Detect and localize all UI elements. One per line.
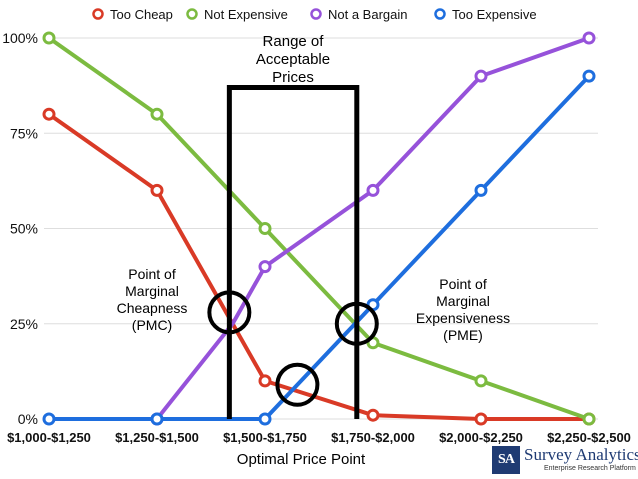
too-expensive-point [258,412,272,426]
x-tick-label: $2,000-$2,250 [439,430,523,445]
legend-marker-not-expensive [186,8,198,20]
too-cheap-point [366,408,380,422]
legend-marker-not-a-bargain [310,8,322,20]
range-box [226,85,360,419]
range-label-line: Range of [262,33,324,50]
range-box-label: Range of Acceptable Prices [228,33,358,87]
x-axis: $1,000-$1,250 $1,250-$1,500 $1,500-$1,750 $… [7,430,631,445]
not-expensive-point [474,374,488,388]
pmc-annotation-line: Marginal [125,283,179,299]
y-tick-label: 100% [2,30,38,46]
x-tick-label: $1,000-$1,250 [7,430,91,445]
range-label-line: Acceptable [255,51,331,68]
range-label-line: Prices [272,69,314,86]
pme-annotation-line: (PME) [443,327,483,343]
pmc-annotation-line: (PMC) [131,317,173,333]
y-axis: 0% 25% 50% 75% 100% [2,30,38,427]
legend-marker-too-expensive [434,8,446,20]
y-tick-label: 0% [18,411,38,427]
not-expensive-point [42,31,56,45]
logo-mark: SA [492,446,520,474]
x-tick-label: $1,250-$1,500 [115,430,199,445]
survey-analytics-logo: SA Survey Analytics Enterprise Research … [492,444,638,476]
series-lines [42,31,596,426]
too-expensive-point [474,183,488,197]
too-expensive-line [47,74,591,421]
pmc-annotation-line: Point of [128,266,176,282]
y-tick-label: 25% [10,316,38,332]
not-expensive-point [258,222,272,235]
not-a-bargain-point [582,31,596,45]
intersection-circles [207,290,379,407]
optimal-circle [275,362,320,407]
legend-label-too-cheap: Too Cheap [110,7,173,22]
pmc-circle [207,290,252,335]
too-cheap-point [42,107,56,121]
legend-label-too-expensive: Too Expensive [452,7,537,22]
too-cheap-point [474,412,488,426]
legend-label-not-a-bargain: Not a Bargain [328,7,408,22]
too-expensive-point [582,69,596,83]
not-expensive-point [582,412,596,426]
pmc-annotation-line: Cheapness [116,300,188,316]
not-expensive-line [47,36,591,421]
too-expensive-point [42,412,56,426]
x-tick-label: $2,250-$2,500 [547,430,631,445]
optimal-price-point-label: Optimal Price Point [236,451,366,468]
not-a-bargain-point [366,183,380,197]
range-box-outline [226,85,360,419]
pme-circle [334,301,379,346]
not-a-bargain-line [155,36,591,421]
not-a-bargain-point [474,69,488,83]
too-cheap-point [258,374,272,388]
pmc-annotation: Point of Marginal Cheapness (PMC) [98,266,206,334]
pme-annotation-line: Expensiveness [415,310,511,326]
too-expensive-point [150,412,164,426]
pme-annotation-line: Marginal [436,293,490,309]
legend-label-not-expensive: Not Expensive [204,7,288,22]
legend-marker-too-cheap [92,8,104,20]
pme-annotation-line: Point of [439,276,487,292]
legend: Too Cheap Not Expensive Not a Bargain Too E… [92,7,537,22]
not-a-bargain-point [258,260,272,274]
logo-name: Survey Analytics [524,445,638,464]
x-tick-label: $1,750-$2,000 [331,430,415,445]
y-tick-label: 75% [10,125,38,141]
logo-tagline: Enterprise Research Platform [544,465,636,472]
pme-annotation: Point of Marginal Expensiveness (PME) [396,276,530,344]
too-cheap-point [150,183,164,197]
x-tick-label: $1,500-$1,750 [223,430,307,445]
not-expensive-point [150,107,164,121]
y-tick-label: 50% [10,221,38,237]
